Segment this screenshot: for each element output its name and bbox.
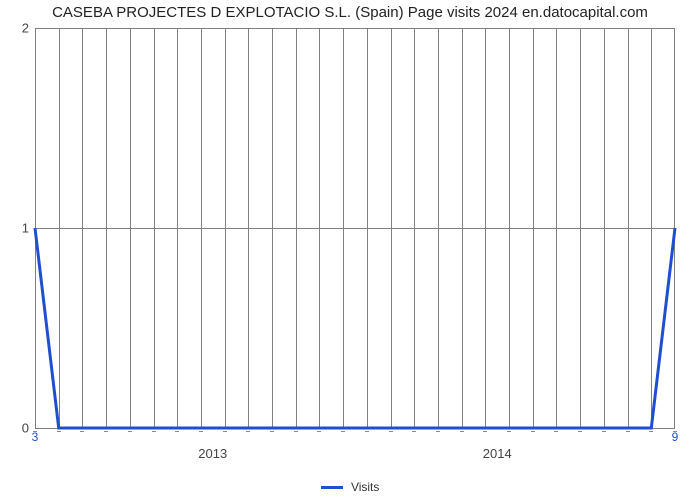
x-minor-tick [578, 431, 582, 432]
x-minor-tick [365, 431, 369, 432]
x-minor-tick [317, 431, 321, 432]
y-tick-label: 1 [22, 221, 29, 236]
x-minor-tick [436, 431, 440, 432]
x-minor-tick [507, 431, 511, 432]
x-corner-label: 9 [672, 430, 679, 444]
x-minor-tick [246, 431, 250, 432]
x-major-label: 2013 [198, 446, 227, 461]
x-corner-label: 3 [32, 430, 39, 444]
x-minor-tick [152, 431, 156, 432]
x-minor-tick [57, 431, 61, 432]
legend: Visits [0, 480, 700, 494]
x-minor-tick [104, 431, 108, 432]
x-minor-tick [460, 431, 464, 432]
x-minor-tick [223, 431, 227, 432]
chart-title: CASEBA PROJECTES D EXPLOTACIO S.L. (Spai… [0, 4, 700, 21]
x-minor-tick [199, 431, 203, 432]
x-minor-tick [128, 431, 132, 432]
x-minor-tick [602, 431, 606, 432]
x-minor-tick [294, 431, 298, 432]
chart-container: CASEBA PROJECTES D EXPLOTACIO S.L. (Spai… [0, 0, 700, 500]
y-tick-label: 0 [22, 421, 29, 436]
y-tick-label: 2 [22, 21, 29, 36]
series-layer [35, 28, 675, 428]
plot-area: 0122013201439 [35, 28, 675, 428]
x-minor-tick [531, 431, 535, 432]
x-minor-tick [649, 431, 653, 432]
x-minor-tick [389, 431, 393, 432]
x-minor-tick [341, 431, 345, 432]
x-minor-tick [80, 431, 84, 432]
x-minor-tick [483, 431, 487, 432]
x-minor-tick [412, 431, 416, 432]
x-minor-tick [175, 431, 179, 432]
visits-line [35, 228, 675, 428]
x-major-label: 2014 [483, 446, 512, 461]
legend-swatch [321, 486, 343, 489]
x-minor-tick [626, 431, 630, 432]
legend-label: Visits [351, 480, 379, 494]
x-minor-tick [270, 431, 274, 432]
x-minor-tick [554, 431, 558, 432]
